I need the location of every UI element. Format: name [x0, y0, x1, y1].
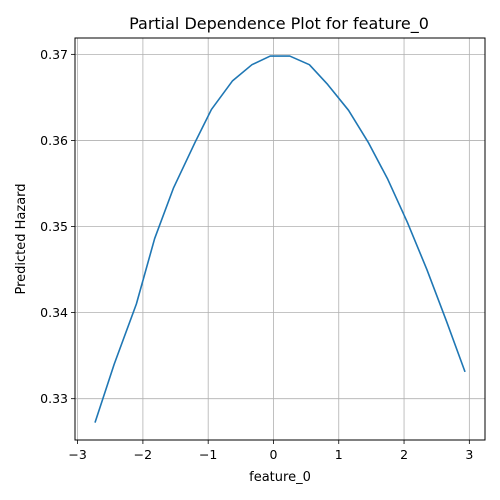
x-tick-label: 0	[269, 447, 277, 462]
y-tick-label: 0.36	[40, 133, 68, 148]
plot-series	[94, 55, 466, 423]
x-tick-label: 2	[400, 447, 408, 462]
y-tick-label: 0.37	[40, 47, 68, 62]
x-tick-label: −2	[134, 447, 152, 462]
y-axis-label: Predicted Hazard	[14, 183, 29, 294]
x-tick-label: −3	[68, 447, 86, 462]
x-tick-label: 1	[335, 447, 343, 462]
plot-frame	[74, 37, 486, 441]
y-tick-label: 0.35	[40, 219, 68, 234]
grid	[75, 38, 485, 440]
x-tick-label: 3	[465, 447, 473, 462]
x-axis-ticks: −3 −2 −1 0 1 2 3	[68, 440, 473, 462]
chart-title: Partial Dependence Plot for feature_0	[129, 14, 429, 34]
x-tick-label: −1	[199, 447, 217, 462]
y-axis-ticks: 0.33 0.34 0.35 0.36 0.37	[40, 47, 75, 406]
series-line-0	[94, 55, 466, 423]
y-tick-label: 0.33	[40, 391, 68, 406]
x-axis-label: feature_0	[249, 470, 311, 485]
y-tick-label: 0.34	[40, 305, 68, 320]
